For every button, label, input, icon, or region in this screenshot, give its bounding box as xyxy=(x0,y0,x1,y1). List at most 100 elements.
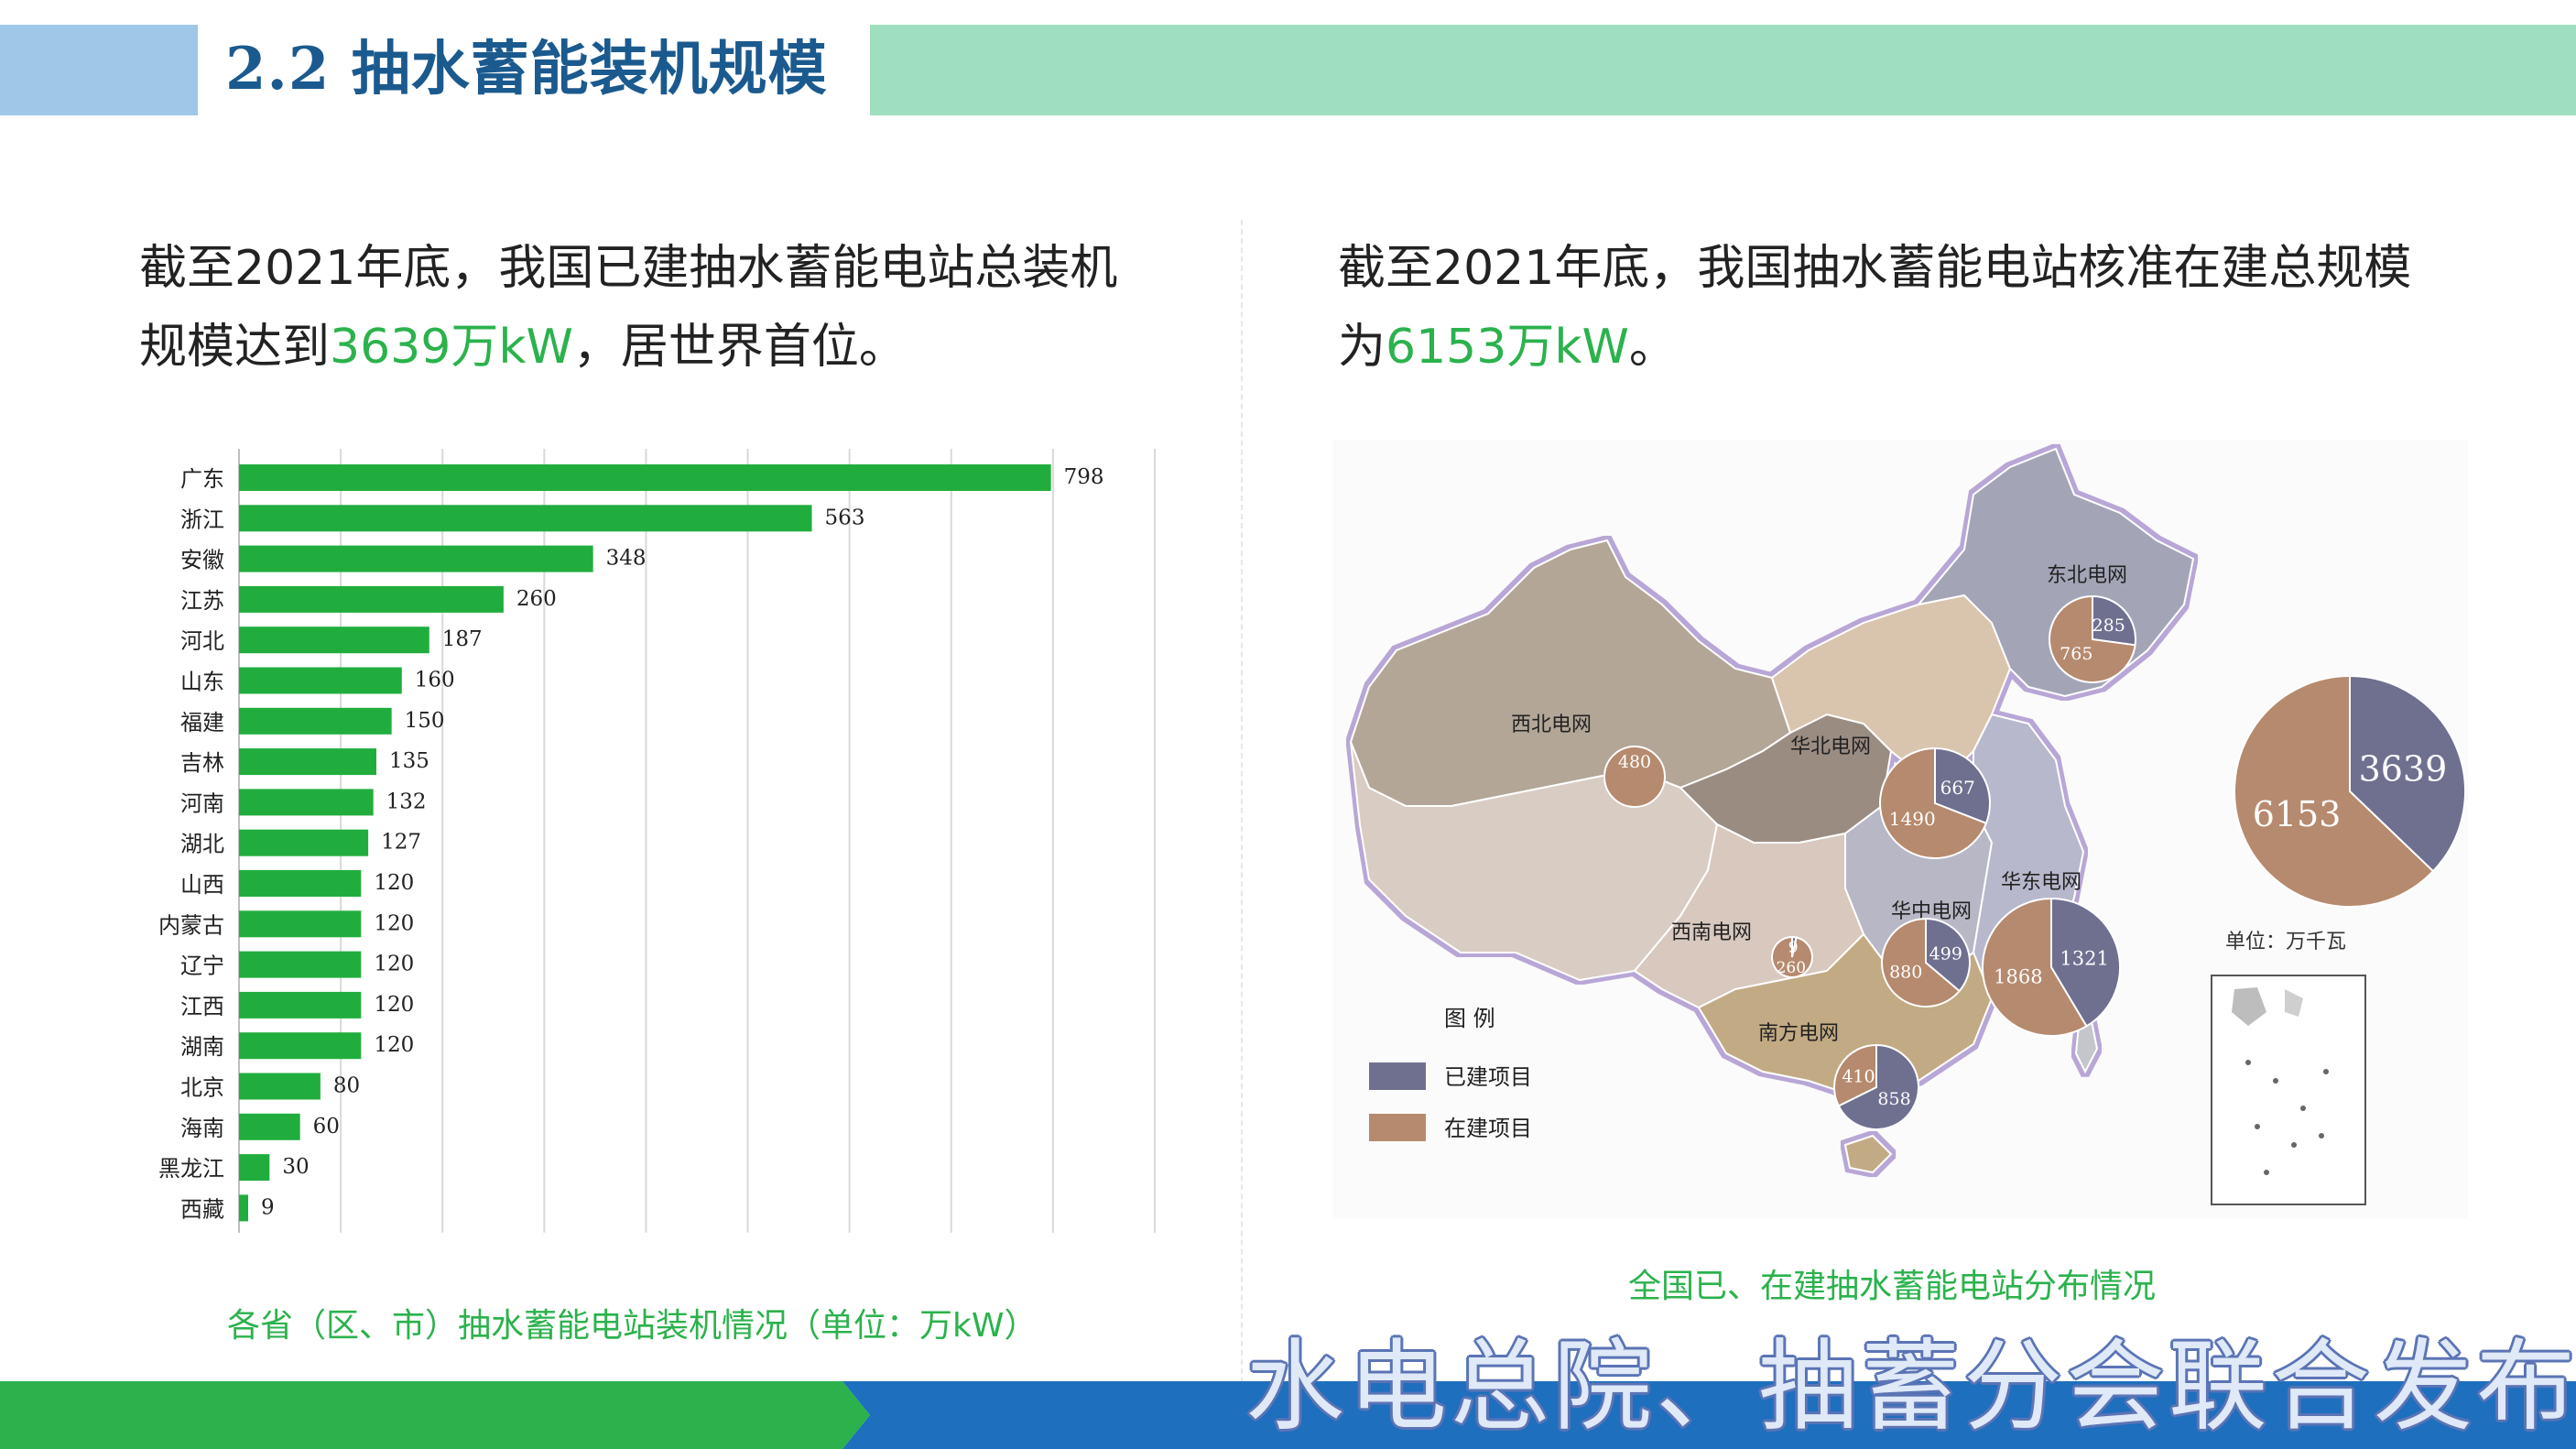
pie-slice-construction xyxy=(2049,594,2136,683)
map-legend: 图 例 已建项目 在建项目 xyxy=(1369,1006,1532,1141)
legend-swatch-construction xyxy=(1369,1114,1426,1141)
value-label: 132 xyxy=(386,790,427,813)
pie-slice-construction xyxy=(1879,746,1988,859)
value-label: 80 xyxy=(333,1074,360,1098)
category-label: 湖北 xyxy=(180,832,224,857)
value-label: 9 xyxy=(261,1195,275,1219)
value-label: 30 xyxy=(282,1155,309,1179)
label-northeast: 东北电网 xyxy=(2047,564,2127,587)
pie-value-label: 667 xyxy=(1940,777,1975,799)
category-label: 内蒙古 xyxy=(158,912,224,938)
bar xyxy=(239,991,362,1019)
china-map-figure: 西北电网 华北电网 东北电网 西南电网 华中电网 华东电网 南方电网 28576… xyxy=(1332,440,2468,1218)
value-label: 260 xyxy=(516,587,557,611)
province-bar-chart: 广东 798 浙江 563 安徽 348 江苏 260 河北 187 山东 160 福建 150 吉林 135… xyxy=(158,449,1156,1233)
value-label: 348 xyxy=(606,547,647,571)
category-label: 广东 xyxy=(180,466,224,492)
pie-total: 3639 6153 xyxy=(2234,674,2466,908)
pie-value-label: 410 xyxy=(1842,1067,1875,1087)
label-north: 华北电网 xyxy=(1790,735,1871,758)
value-label: 150 xyxy=(405,709,445,733)
pie-value-label: 880 xyxy=(1889,963,1922,983)
left-text-end: ，居世界首位。 xyxy=(572,320,907,375)
value-label: 798 xyxy=(1064,465,1104,489)
value-label: 120 xyxy=(374,993,414,1017)
legend-title: 图 例 xyxy=(1444,1006,1495,1031)
pie-value-label: 858 xyxy=(1877,1089,1910,1109)
total-pie: 3639 6153 xyxy=(2234,674,2466,908)
value-label: 120 xyxy=(374,871,414,895)
hainan-island xyxy=(1843,1134,1893,1174)
left-highlight: 3639万kW xyxy=(330,320,573,375)
category-label: 山西 xyxy=(180,872,224,898)
label-south: 南方电网 xyxy=(1758,1022,1839,1045)
bar xyxy=(239,1194,248,1222)
label-northwest: 西北电网 xyxy=(1511,714,1592,736)
right-text: 截至2021年底，我国抽水蓄能电站核准在建总规模为 xyxy=(1338,241,2412,375)
bar xyxy=(239,951,362,978)
value-label: 120 xyxy=(374,911,414,935)
region-labels: 西北电网 华北电网 东北电网 西南电网 华中电网 华东电网 南方电网 xyxy=(1511,564,2127,1045)
category-label: 河北 xyxy=(180,628,224,654)
category-label: 西藏 xyxy=(180,1196,224,1222)
bar xyxy=(239,667,402,694)
pie-slice-built xyxy=(2092,594,2136,647)
bar xyxy=(239,1032,362,1060)
bar xyxy=(239,829,369,856)
pie-value-label: 1490 xyxy=(1889,808,1936,830)
footer-band xyxy=(0,1381,2576,1449)
pie-value-label: 260 xyxy=(1777,959,1806,977)
value-label: 120 xyxy=(374,1033,414,1057)
value-label: 127 xyxy=(381,831,421,855)
right-text-end: 。 xyxy=(1628,320,1677,375)
value-label: 160 xyxy=(415,669,455,692)
pie-value-label: 3639 xyxy=(2359,749,2448,790)
bar xyxy=(239,585,504,613)
legend-built-label: 已建项目 xyxy=(1444,1064,1532,1090)
bar xyxy=(239,789,374,816)
map-caption: 全国已、在建抽水蓄能电站分布情况 xyxy=(1628,1268,2157,1305)
label-southwest: 西南电网 xyxy=(1671,921,1752,944)
category-label: 黑龙江 xyxy=(158,1156,224,1182)
pie-1: 480 xyxy=(1603,746,1666,808)
bar xyxy=(239,910,362,938)
bar xyxy=(239,1113,300,1140)
bar xyxy=(239,748,376,776)
value-label: 60 xyxy=(313,1115,340,1138)
pie-slice-built xyxy=(1925,917,1971,993)
china-map xyxy=(1349,447,2195,1174)
pie-slice-construction xyxy=(2234,674,2435,908)
right-paragraph: 截至2021年底，我国抽水蓄能电站核准在建总规模为6153万kW。 xyxy=(1338,229,2455,387)
category-label: 浙江 xyxy=(180,507,224,532)
bar xyxy=(239,1154,270,1182)
pie-value-label: 1321 xyxy=(2060,947,2108,969)
category-label: 湖南 xyxy=(180,1034,224,1060)
category-label: 北京 xyxy=(180,1075,224,1101)
bar xyxy=(239,464,1051,491)
legend-swatch-built xyxy=(1369,1062,1426,1090)
pie-slice-built xyxy=(1837,1043,1919,1130)
bar xyxy=(239,626,429,654)
value-label: 187 xyxy=(442,627,483,651)
category-label: 福建 xyxy=(180,710,224,735)
pie-slice-construction xyxy=(1982,897,2088,1037)
pie-4: 499 880 xyxy=(1881,917,1971,1008)
header-left-block xyxy=(0,25,198,115)
bar xyxy=(239,505,812,532)
category-label: 江西 xyxy=(180,994,224,1019)
pie-slice-construction xyxy=(1833,1043,1877,1107)
left-paragraph: 截至2021年底，我国已建抽水蓄能电站总装机规模达到3639万kW，居世界首位。 xyxy=(139,229,1147,387)
right-highlight: 6153万kW xyxy=(1386,320,1629,375)
category-label: 海南 xyxy=(180,1116,224,1141)
pie-slice-built xyxy=(1934,746,1991,825)
pie-value-label: 765 xyxy=(2060,644,2092,664)
pie-slice-construction xyxy=(1771,935,1813,978)
south-sea-inset xyxy=(2211,975,2366,1205)
bar xyxy=(239,870,362,897)
column-divider xyxy=(1241,220,1243,1383)
category-label: 山东 xyxy=(180,670,224,695)
